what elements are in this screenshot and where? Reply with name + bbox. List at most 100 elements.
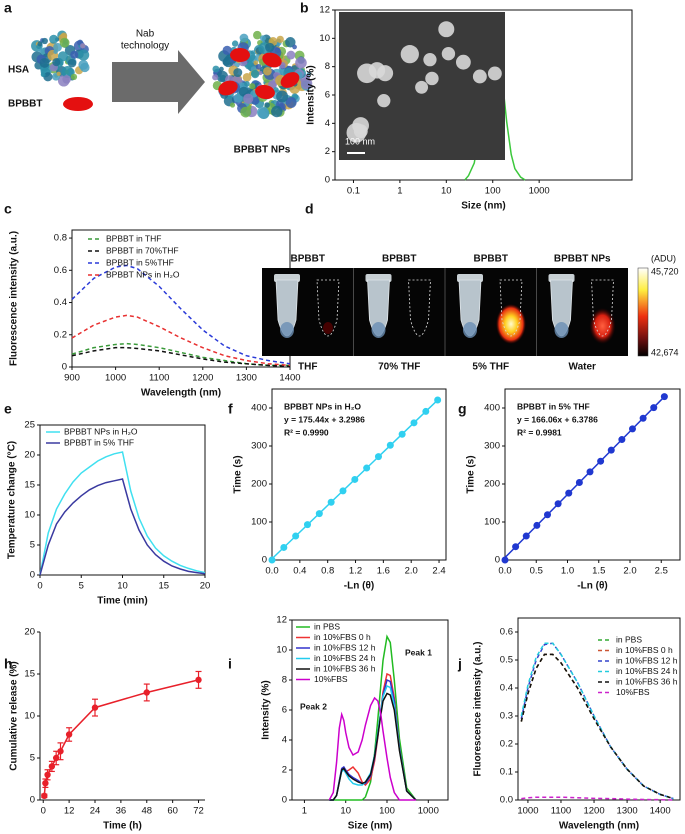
condition-label: Water: [569, 362, 597, 373]
y-axis-title: Time (s): [466, 455, 477, 493]
data-point: [575, 478, 583, 486]
x-tick-label: 1000: [517, 806, 538, 817]
x-tick-label: 1200: [192, 373, 213, 384]
protein-texture: [242, 72, 252, 82]
data-point: [501, 556, 509, 564]
protein-texture: [59, 37, 70, 48]
axis-frame: [271, 388, 447, 561]
annotation: BPBBT NPs in H₂O: [284, 401, 361, 411]
protein-texture: [258, 70, 263, 76]
protein-texture: [249, 83, 256, 90]
data-point: [650, 404, 658, 412]
data-point: [363, 464, 371, 472]
label: HSA: [8, 65, 29, 76]
y-tick-label: 100: [484, 517, 500, 528]
x-tick-label: 5: [79, 581, 84, 592]
protein-texture: [255, 63, 262, 70]
y-tick-label: 6: [325, 90, 330, 101]
panel-letter: i: [228, 656, 232, 672]
axis-frame: [39, 424, 206, 576]
y-tick-label: 0: [30, 795, 35, 806]
legend-label: 10%FBS: [616, 687, 650, 697]
protein-texture: [239, 33, 249, 43]
tem-particle: [400, 45, 419, 64]
label: Nab: [136, 29, 155, 40]
data-point: [586, 468, 594, 476]
protein-texture: [229, 102, 236, 108]
x-tick-label: 1.0: [561, 566, 574, 577]
protein-texture: [56, 71, 61, 76]
protein-texture: [52, 58, 61, 67]
protein-texture: [67, 58, 77, 68]
legend-label: BPBBT NPs in H₂O: [106, 269, 180, 279]
protein-texture: [285, 97, 297, 109]
protein-texture: [212, 65, 220, 73]
y-tick-label: 0.5: [500, 655, 513, 666]
data-point: [292, 532, 300, 540]
series-line: [71, 346, 291, 367]
protein-texture: [300, 77, 313, 90]
y-tick-label: 15: [24, 480, 35, 491]
series-line: [329, 672, 417, 801]
y-tick-label: 0: [325, 175, 330, 186]
data-point: [512, 543, 520, 551]
panel-letter: g: [458, 401, 467, 417]
y-tick-label: 0: [62, 362, 67, 373]
legend-label: in 10%FBS 24 h: [616, 666, 678, 676]
legend-label: BPBBT in 5%THF: [106, 257, 174, 267]
tem-particle: [472, 69, 487, 84]
panel-letter: f: [228, 401, 233, 417]
scale-bar-label: 100 nm: [345, 136, 375, 146]
axis-frame: [517, 617, 681, 801]
data-point: [607, 446, 615, 454]
legend-label: in 10%FBS 36 h: [314, 663, 376, 673]
legend-label: in 10%FBS 0 h: [314, 632, 371, 642]
y-axis-title: Intensity (%): [306, 65, 317, 124]
y-tick-label: 0: [282, 795, 287, 806]
x-axis-title: -Ln (θ): [577, 581, 607, 592]
y-tick-label: 6: [282, 705, 287, 716]
annotation: Peak 1: [405, 647, 432, 657]
y-tick-label: 10: [24, 510, 35, 521]
y-tick-label: 0.0: [500, 795, 513, 806]
tem-particle: [455, 54, 471, 70]
column-header: BPBBT: [382, 254, 416, 265]
x-tick-label: 1300: [617, 806, 638, 817]
tem-particle: [438, 21, 455, 38]
protein-texture: [70, 73, 78, 81]
protein-texture: [285, 37, 296, 48]
protein-texture: [222, 45, 232, 55]
legend-label: in 10%FBS 36 h: [616, 676, 678, 686]
protein-texture: [256, 106, 269, 119]
fluorescence-glow: [496, 304, 526, 344]
data-point: [522, 532, 530, 540]
y-tick-label: 20: [24, 450, 35, 461]
panel-letter: b: [300, 0, 309, 16]
condition-label: 70% THF: [378, 362, 420, 373]
tem-particle: [441, 47, 456, 61]
protein-texture: [231, 40, 239, 47]
protein-texture: [253, 60, 259, 66]
y-axis-title: Intensity (%): [261, 680, 272, 739]
protein-texture: [212, 74, 219, 81]
y-tick-label: 0.6: [500, 627, 513, 638]
fluorescence-glow: [323, 322, 333, 334]
legend-label: in 10%FBS 0 h: [616, 645, 673, 655]
x-tick-label: 24: [90, 806, 101, 817]
legend-label: BPBBT in 70%THF: [106, 245, 179, 255]
y-tick-label: 12: [276, 615, 287, 626]
y-tick-label: 300: [251, 441, 267, 452]
tem-particle: [368, 62, 386, 79]
y-tick-label: 10: [276, 645, 287, 656]
legend-label: in 10%FBS 12 h: [616, 655, 678, 665]
series-line: [328, 696, 416, 801]
x-tick-label: 12: [64, 806, 75, 817]
protein-texture: [39, 57, 50, 68]
data-point: [351, 475, 359, 483]
data-point: [629, 425, 636, 433]
fit-line: [504, 396, 665, 559]
colorbar-max: 45,720: [651, 266, 679, 276]
x-tick-label: 48: [141, 806, 152, 817]
legend-label: in PBS: [314, 621, 340, 631]
legend-label: BPBBT NPs in H₂O: [64, 426, 138, 436]
